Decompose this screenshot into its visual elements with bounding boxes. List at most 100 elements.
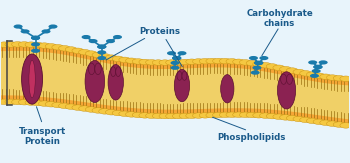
Circle shape xyxy=(249,56,258,60)
Circle shape xyxy=(313,65,322,69)
Circle shape xyxy=(300,117,312,123)
Circle shape xyxy=(65,104,77,109)
Circle shape xyxy=(105,55,117,60)
Circle shape xyxy=(173,113,184,119)
Circle shape xyxy=(173,59,184,65)
Circle shape xyxy=(226,59,238,64)
Circle shape xyxy=(219,58,231,64)
Circle shape xyxy=(206,112,218,118)
Circle shape xyxy=(18,42,30,47)
Circle shape xyxy=(166,60,177,65)
Circle shape xyxy=(85,51,97,56)
Circle shape xyxy=(318,60,328,65)
Circle shape xyxy=(239,112,251,118)
Circle shape xyxy=(286,115,298,121)
Ellipse shape xyxy=(281,74,287,84)
Ellipse shape xyxy=(116,67,121,77)
Circle shape xyxy=(52,44,64,50)
Circle shape xyxy=(52,102,64,108)
Circle shape xyxy=(31,36,40,40)
Circle shape xyxy=(146,113,158,119)
Circle shape xyxy=(308,60,317,65)
Circle shape xyxy=(106,39,115,43)
Circle shape xyxy=(25,100,37,105)
Circle shape xyxy=(105,110,117,115)
Circle shape xyxy=(152,60,164,65)
Circle shape xyxy=(72,48,84,53)
Circle shape xyxy=(58,103,70,109)
Circle shape xyxy=(254,61,263,65)
Circle shape xyxy=(313,65,322,69)
Circle shape xyxy=(119,111,131,117)
Circle shape xyxy=(45,102,57,107)
Circle shape xyxy=(139,113,151,118)
Circle shape xyxy=(233,59,245,65)
Circle shape xyxy=(97,50,106,54)
Circle shape xyxy=(32,100,44,106)
Ellipse shape xyxy=(22,54,43,104)
Circle shape xyxy=(199,113,211,118)
Circle shape xyxy=(99,54,111,59)
Circle shape xyxy=(212,112,224,118)
Circle shape xyxy=(112,110,124,116)
Circle shape xyxy=(251,71,260,75)
Circle shape xyxy=(12,99,23,105)
Circle shape xyxy=(254,61,263,65)
Polygon shape xyxy=(1,51,349,119)
Circle shape xyxy=(333,75,345,81)
Circle shape xyxy=(172,56,181,60)
Circle shape xyxy=(31,36,40,40)
Circle shape xyxy=(92,52,104,58)
Circle shape xyxy=(126,112,138,117)
Circle shape xyxy=(259,56,268,60)
Circle shape xyxy=(21,29,30,34)
Circle shape xyxy=(306,118,318,124)
Circle shape xyxy=(32,42,44,48)
Circle shape xyxy=(18,99,30,105)
Circle shape xyxy=(327,121,338,126)
Circle shape xyxy=(97,56,106,60)
Text: Carbohydrate
chains: Carbohydrate chains xyxy=(246,9,313,28)
Circle shape xyxy=(12,42,23,47)
Ellipse shape xyxy=(95,63,101,75)
Circle shape xyxy=(31,49,40,53)
Circle shape xyxy=(280,66,292,72)
Circle shape xyxy=(333,122,345,127)
Circle shape xyxy=(79,49,91,55)
Circle shape xyxy=(5,99,17,105)
Circle shape xyxy=(132,112,144,118)
Circle shape xyxy=(167,51,176,55)
Circle shape xyxy=(273,65,285,71)
Ellipse shape xyxy=(108,65,124,100)
Ellipse shape xyxy=(177,71,182,80)
Circle shape xyxy=(0,42,10,47)
Circle shape xyxy=(219,112,231,118)
Ellipse shape xyxy=(89,63,95,75)
Circle shape xyxy=(177,51,187,55)
Ellipse shape xyxy=(182,71,187,80)
Circle shape xyxy=(97,45,106,49)
Circle shape xyxy=(72,105,84,110)
Circle shape xyxy=(119,57,131,63)
Circle shape xyxy=(99,109,111,114)
Polygon shape xyxy=(1,44,349,126)
Ellipse shape xyxy=(111,67,116,77)
Circle shape xyxy=(132,59,144,64)
Circle shape xyxy=(31,42,40,46)
Circle shape xyxy=(42,29,50,34)
Circle shape xyxy=(246,60,258,66)
Circle shape xyxy=(253,61,265,67)
Circle shape xyxy=(179,113,191,119)
Circle shape xyxy=(97,45,106,49)
Circle shape xyxy=(199,59,211,64)
Ellipse shape xyxy=(29,60,35,98)
Circle shape xyxy=(293,69,305,75)
Circle shape xyxy=(58,45,70,51)
Circle shape xyxy=(206,58,218,64)
Circle shape xyxy=(31,36,40,40)
Circle shape xyxy=(112,56,124,62)
Text: Transport
Protein: Transport Protein xyxy=(19,127,66,146)
Circle shape xyxy=(266,113,278,119)
Circle shape xyxy=(82,35,91,39)
Circle shape xyxy=(0,99,10,104)
